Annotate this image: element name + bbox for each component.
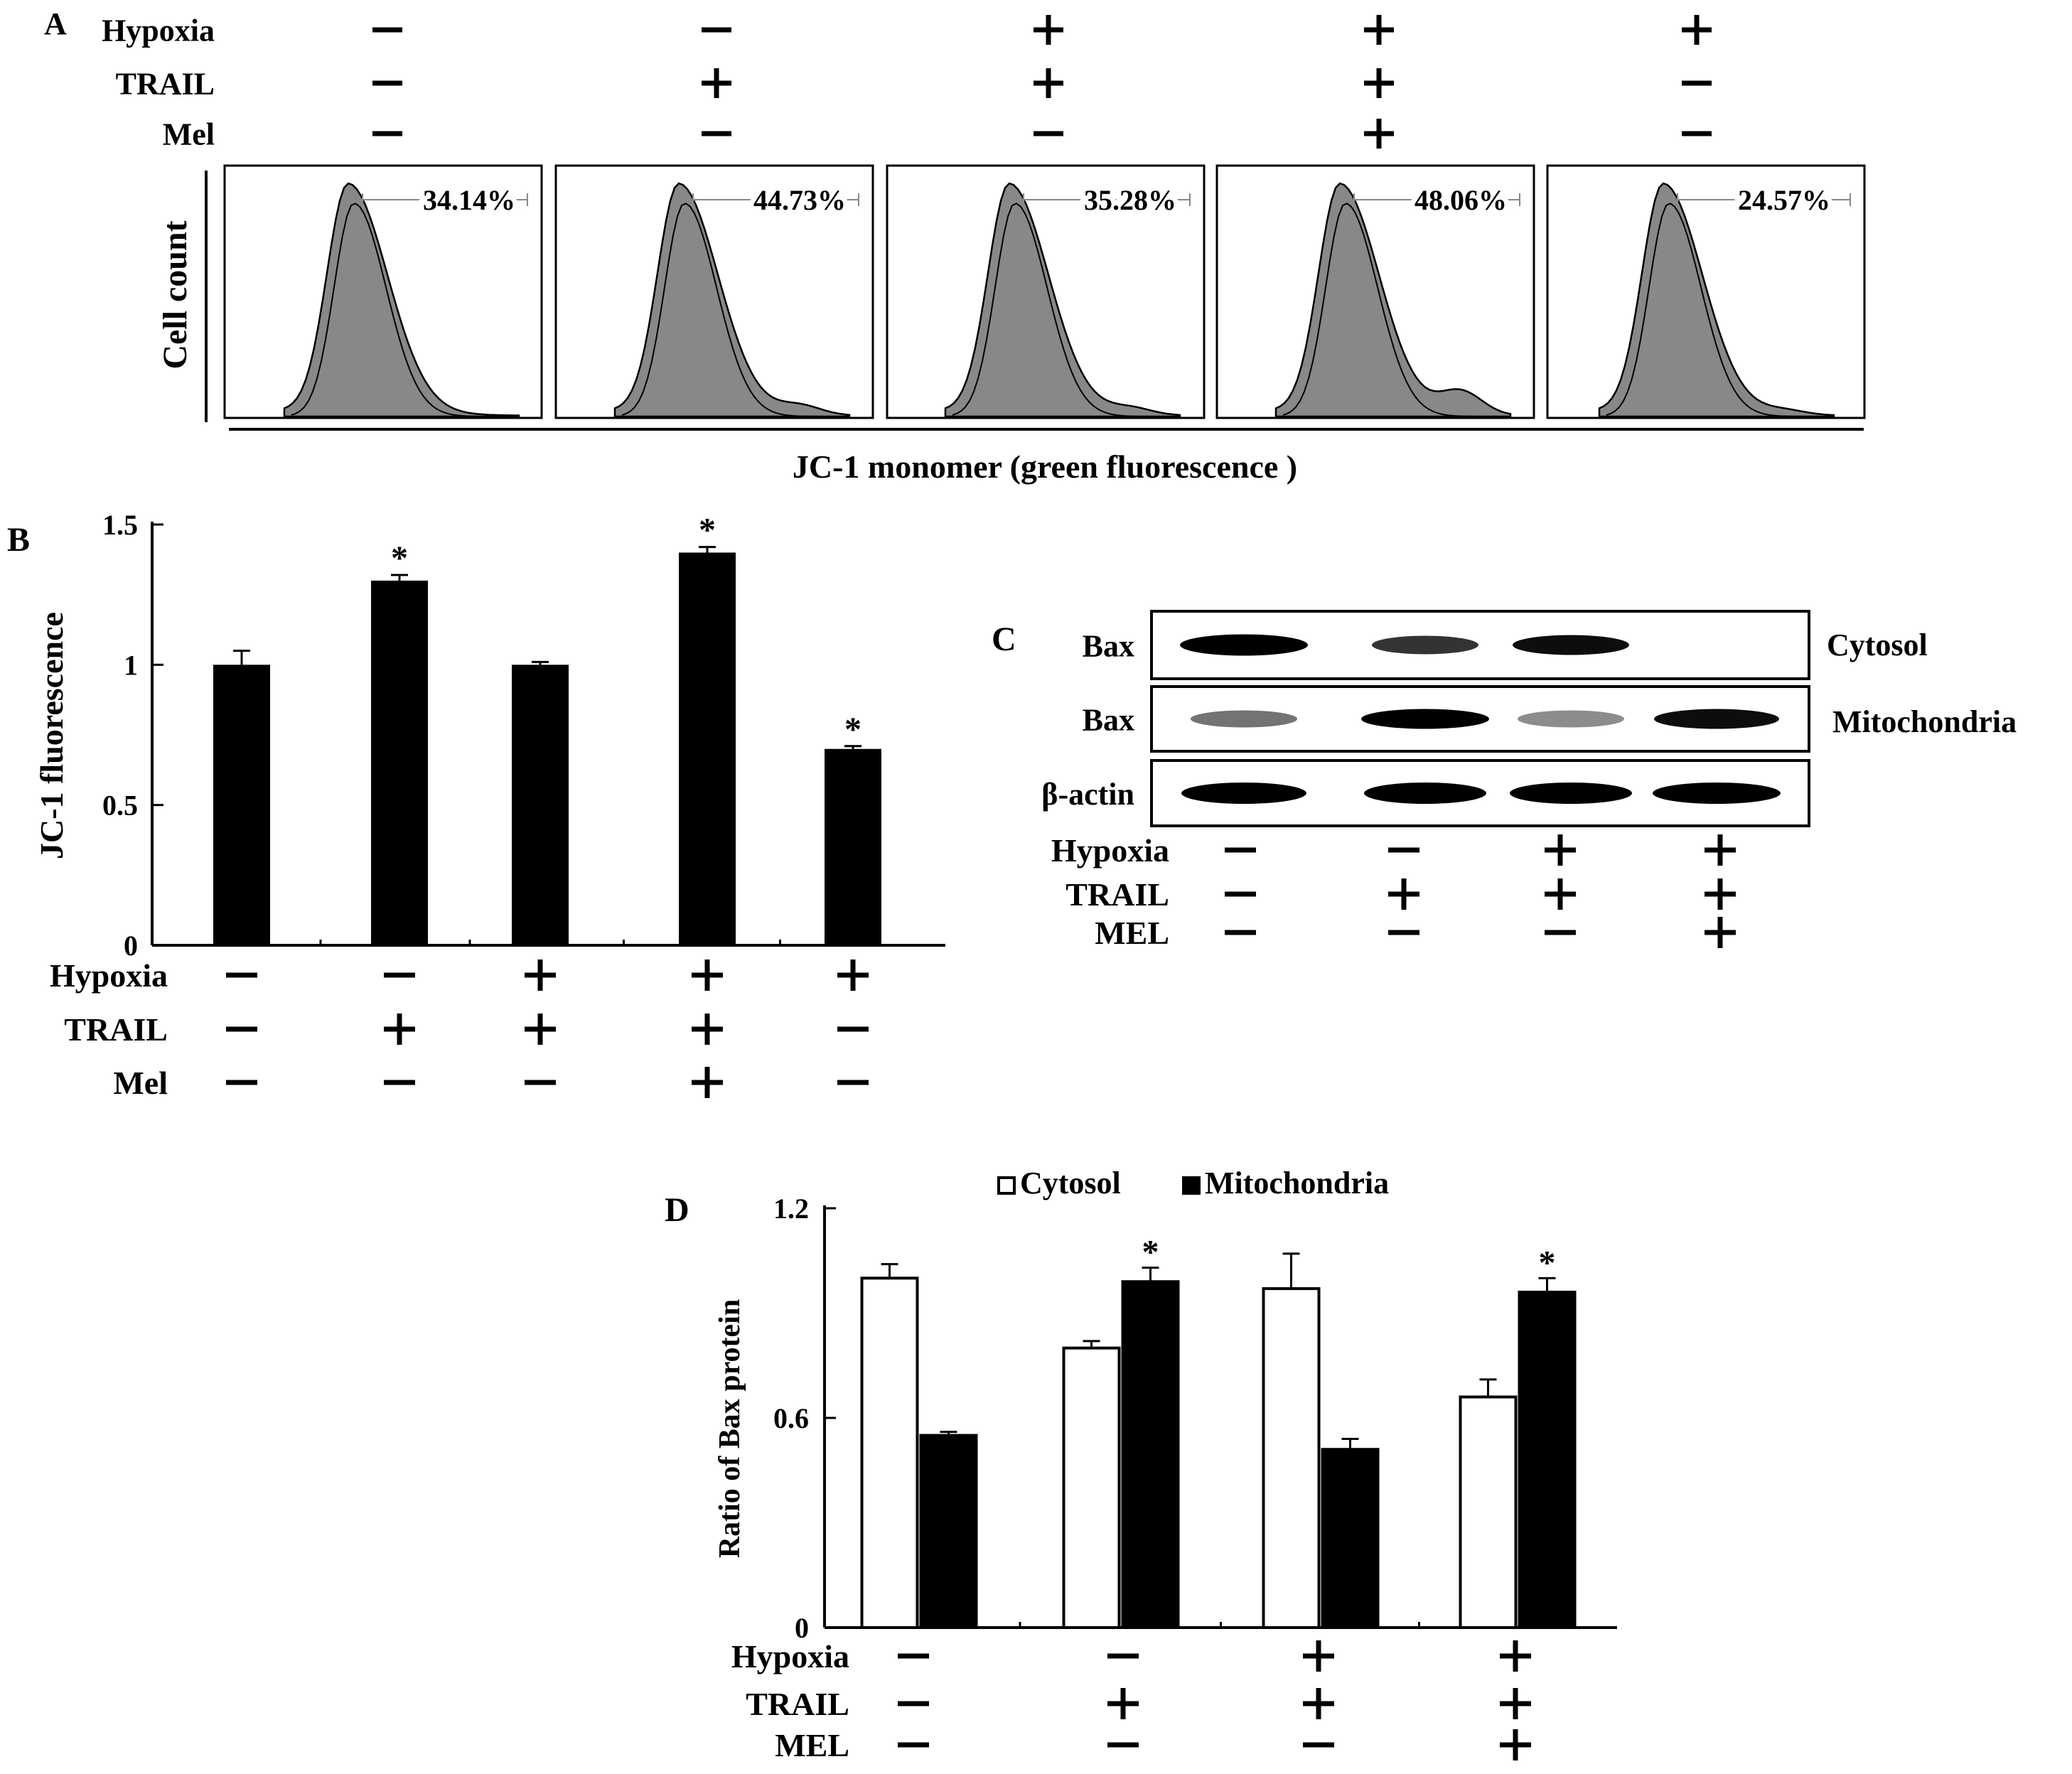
bar xyxy=(213,665,270,945)
a-row-label-2: Mel xyxy=(163,117,215,151)
panel-c: Bax Bax β-actin Cytosol Mitochondria Hypoxia T… xyxy=(1041,610,2017,951)
bar xyxy=(371,580,428,945)
bar-mitochondria xyxy=(1321,1448,1380,1629)
histogram-open xyxy=(291,203,488,417)
y-tick-label: 0 xyxy=(124,930,138,962)
bar-mitochondria xyxy=(1121,1280,1180,1629)
blot-label: β-actin xyxy=(1041,777,1134,812)
panel-b: 0 0.5 1 1.5 * * * JC-1 fluorescence Hypoxia TRAIL… xyxy=(33,509,945,1101)
c-row-label-0: Hypoxia xyxy=(1051,832,1169,869)
blot-band xyxy=(1361,709,1489,729)
blot-band xyxy=(1191,710,1297,728)
bar-cytosol xyxy=(1062,1346,1121,1629)
d-row-label-0: Hypoxia xyxy=(731,1638,849,1674)
y-tick-label: 0.6 xyxy=(773,1402,809,1434)
histogram-box xyxy=(554,164,874,419)
y-axis-label: Ratio of Bax protein xyxy=(714,1299,746,1558)
significance-mark: * xyxy=(391,539,408,577)
histogram-open xyxy=(621,203,819,417)
histogram-filled xyxy=(1598,182,1835,418)
b-row-label-1: TRAIL xyxy=(64,1011,168,1048)
bar-cytosol xyxy=(860,1276,919,1630)
bar-cytosol xyxy=(1459,1395,1518,1629)
y-tick-label: 0 xyxy=(795,1612,809,1644)
histogram-open xyxy=(1606,203,1803,417)
histogram-open xyxy=(1282,203,1480,417)
histogram-filled xyxy=(944,182,1181,418)
blot-band xyxy=(1180,634,1308,656)
bar-cytosol xyxy=(1262,1287,1321,1630)
blot-frame xyxy=(1150,685,1810,753)
y-tick-label: 0.5 xyxy=(102,790,138,822)
blot-frame xyxy=(1150,610,1810,680)
gate-percentage: 35.28% xyxy=(1084,184,1176,216)
histogram-box xyxy=(223,164,543,419)
d-row-label-2: MEL xyxy=(775,1727,849,1763)
blot-band xyxy=(1364,783,1486,804)
histogram-box xyxy=(1215,164,1535,419)
significance-mark: * xyxy=(699,512,716,549)
blot-band xyxy=(1513,635,1629,655)
bar xyxy=(679,552,736,945)
gate-percentage: 24.57% xyxy=(1738,184,1830,216)
panel-c-letter: C xyxy=(992,620,1016,658)
panel-a: Hypoxia TRAIL Mel 34.14% 44.73% 35.28% 48.06% 2… xyxy=(102,13,1866,485)
legend-swatch xyxy=(1182,1176,1201,1195)
legend-swatch xyxy=(997,1176,1016,1195)
d-row-label-1: TRAIL xyxy=(746,1686,849,1722)
panel-d-letter: D xyxy=(665,1191,689,1229)
histogram-box xyxy=(886,164,1206,419)
y-tick-label: 1 xyxy=(124,649,138,681)
histogram-filled xyxy=(1274,182,1512,418)
blot-band xyxy=(1518,710,1624,728)
fraction-label-mitochondria: Mitochondria xyxy=(1832,704,2017,739)
legend-label: Mitochondria xyxy=(1205,1166,1389,1200)
y-tick-label: 1.2 xyxy=(773,1193,809,1225)
b-row-label-2: Mel xyxy=(113,1065,168,1101)
c-row-label-1: TRAIL xyxy=(1065,876,1169,913)
blot-band xyxy=(1372,635,1478,655)
bar xyxy=(512,665,569,945)
histogram-filled xyxy=(613,182,851,418)
legend-label: Cytosol xyxy=(1020,1166,1121,1200)
blot-band xyxy=(1181,783,1306,804)
c-row-label-2: MEL xyxy=(1095,915,1169,951)
significance-mark: * xyxy=(1539,1244,1556,1281)
gate-percentage: 44.73% xyxy=(753,184,846,216)
blot-label: Bax xyxy=(1083,629,1134,664)
bar-mitochondria xyxy=(1518,1291,1577,1629)
x-axis-label: JC-1 monomer (green fluorescence ) xyxy=(793,448,1297,485)
y-axis-label: Cell count xyxy=(156,220,194,369)
blot-band xyxy=(1653,783,1781,804)
panel-b-letter: B xyxy=(7,521,30,559)
gate-percentage: 34.14% xyxy=(423,184,515,216)
histogram-filled xyxy=(283,182,520,418)
a-row-label-1: TRAIL xyxy=(116,66,215,101)
y-axis-label: JC-1 fluorescence xyxy=(33,612,70,859)
panel-d: 0 0.6 1.2 * * Cytosol Mitochondria Ratio of Bax… xyxy=(714,1166,1617,1763)
bar xyxy=(825,748,881,945)
blot-label: Bax xyxy=(1083,703,1134,738)
y-tick-label: 1.5 xyxy=(102,509,138,541)
blot-band xyxy=(1510,783,1632,804)
bar-mitochondria xyxy=(919,1434,978,1630)
fraction-label-cytosol: Cytosol xyxy=(1827,628,1928,662)
significance-mark: * xyxy=(844,711,861,748)
gate-percentage: 48.06% xyxy=(1415,184,1507,216)
histogram-open xyxy=(952,203,1149,417)
b-row-label-0: Hypoxia xyxy=(50,957,168,994)
a-row-label-0: Hypoxia xyxy=(102,13,215,48)
blot-band xyxy=(1654,709,1779,729)
significance-mark: * xyxy=(1142,1234,1159,1272)
panel-a-letter: A xyxy=(44,6,67,41)
histogram-box xyxy=(1546,164,1866,419)
blot-frame xyxy=(1150,759,1810,827)
